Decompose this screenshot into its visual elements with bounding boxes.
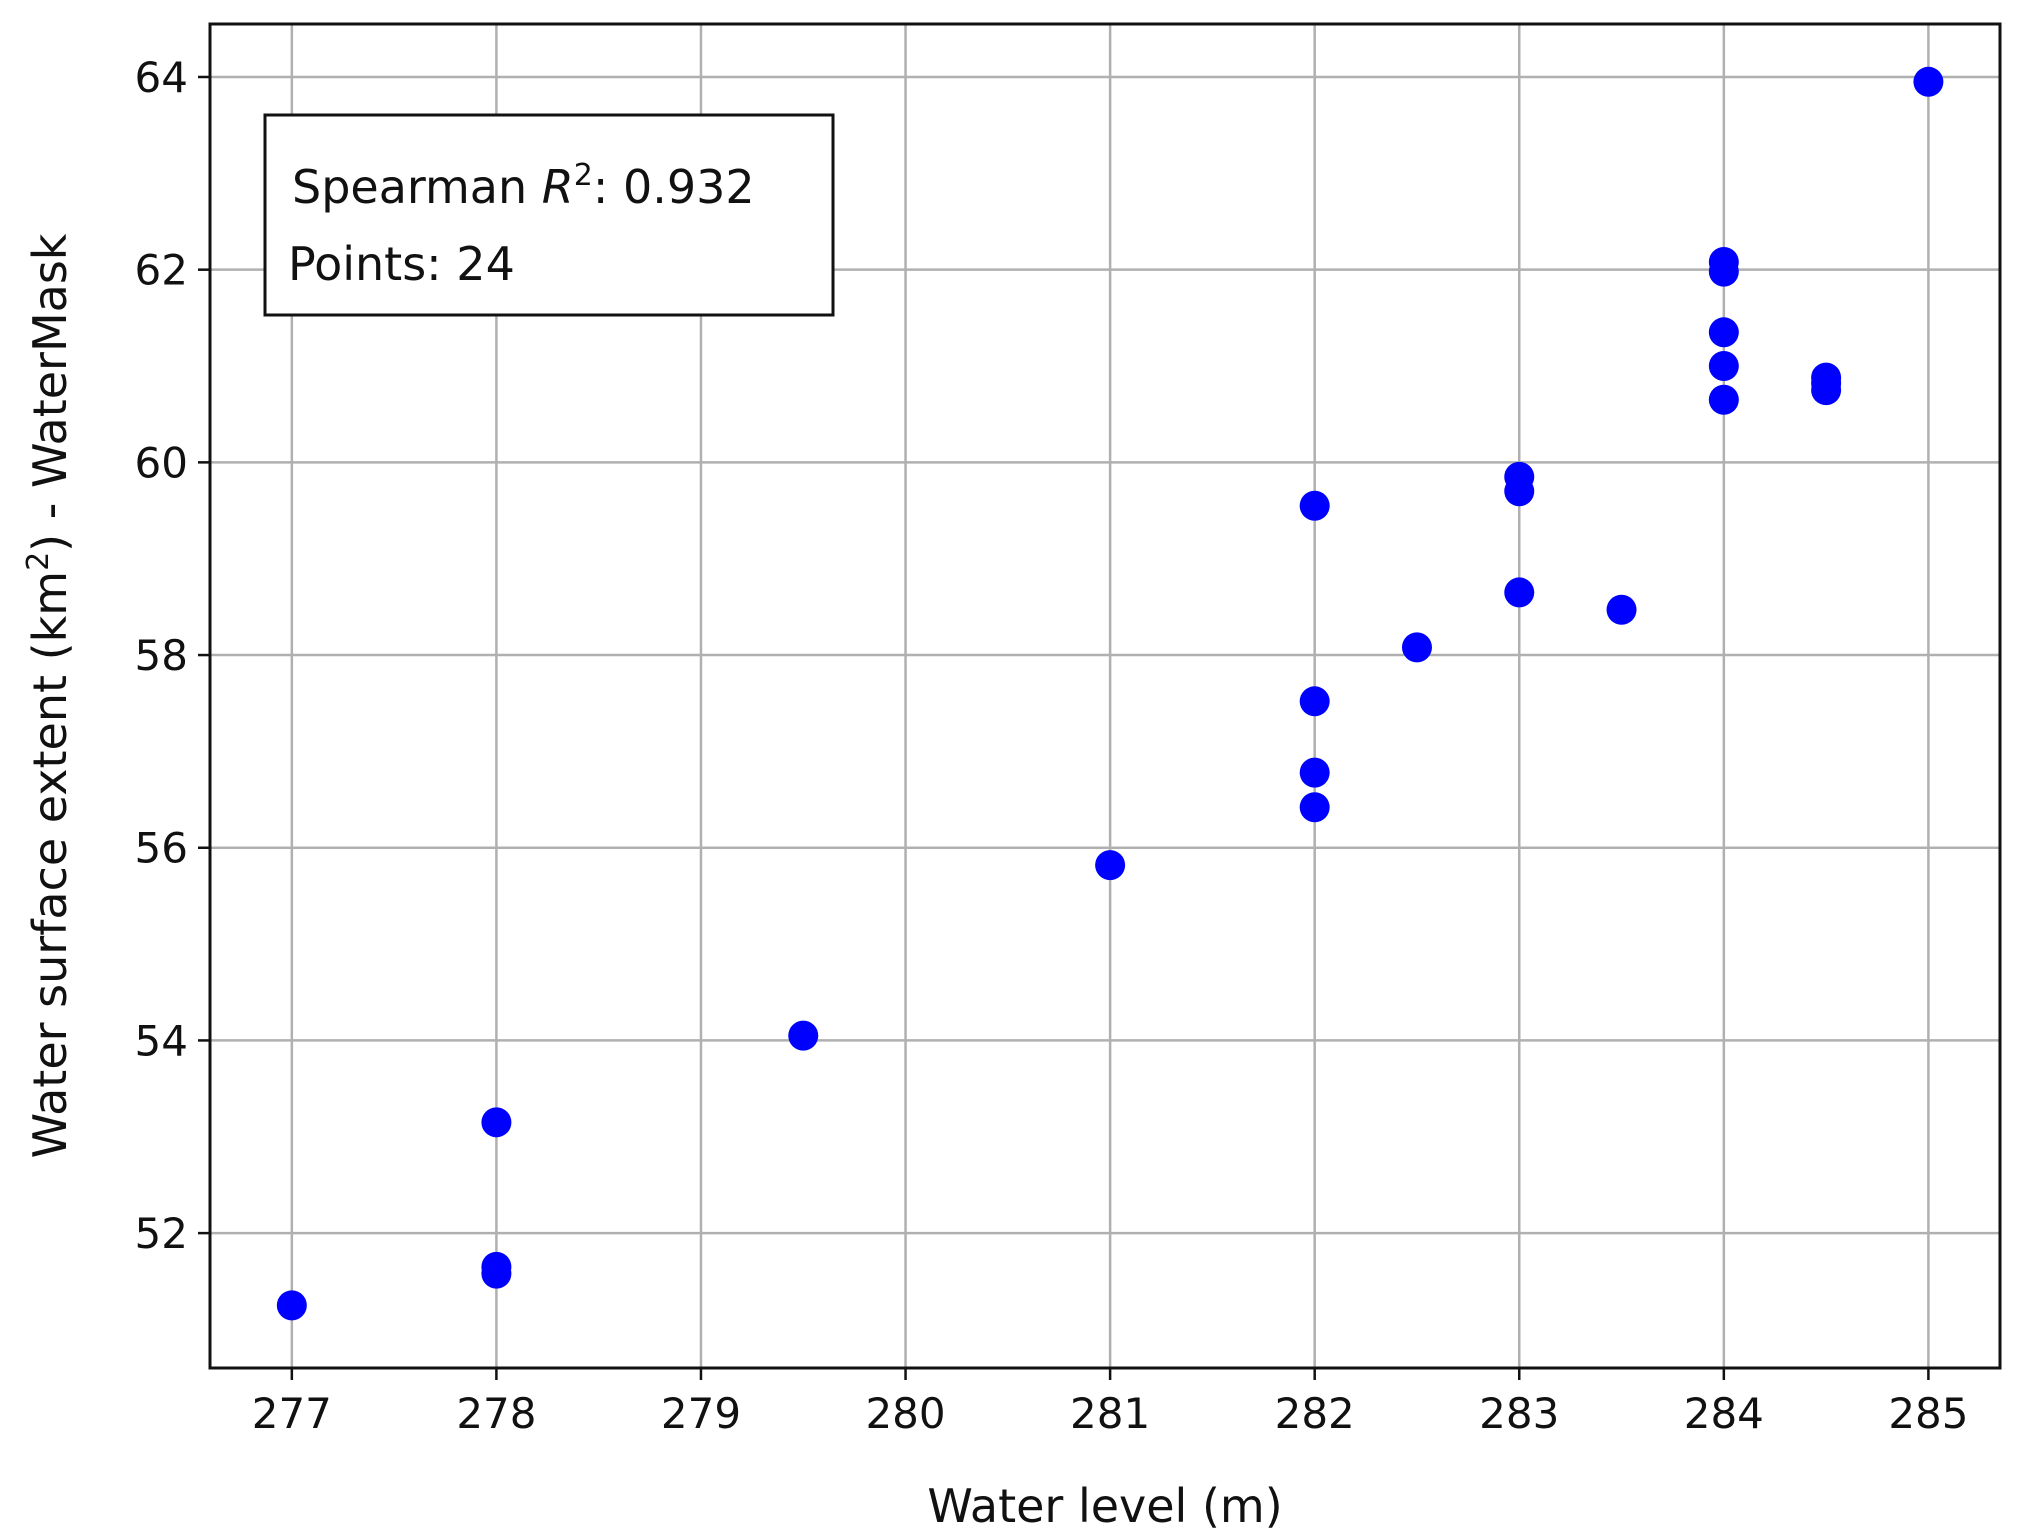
data-point (1504, 577, 1535, 608)
axis-ticks: 277 278 279 280 281 282 283 284 285 52 54 56 58 60 62 6… (135, 53, 1969, 1438)
x-tick-label: 284 (1684, 1389, 1764, 1438)
data-points (276, 66, 1944, 1321)
x-tick-label: 281 (1070, 1389, 1150, 1438)
spearman-r-symbol: R (542, 160, 574, 214)
data-point (1401, 632, 1432, 663)
x-tick-label: 279 (661, 1389, 741, 1438)
spearman-r2-text: Spearman R2: 0.932 (292, 158, 755, 214)
data-point (276, 1290, 307, 1321)
data-point (788, 1020, 819, 1051)
x-tick-label: 280 (865, 1389, 945, 1438)
y-axis-label: Water surface extent (km2) - WaterMask (21, 233, 77, 1158)
data-point (1299, 490, 1330, 521)
spearman-r-superscript: 2 (574, 158, 593, 193)
y-tick-label: 62 (135, 246, 188, 295)
x-axis-label: Water level (m) (927, 1479, 1282, 1533)
x-tick-label: 285 (1888, 1389, 1968, 1438)
y-tick-label: 54 (135, 1016, 188, 1065)
data-point (1606, 594, 1637, 625)
data-point (1095, 850, 1126, 881)
data-point (1708, 256, 1739, 287)
x-tick-label: 278 (456, 1389, 536, 1438)
y-axis-label-superscript: 2 (21, 552, 56, 571)
spearman-prefix: Spearman (292, 160, 542, 214)
data-point (1708, 384, 1739, 415)
y-tick-label: 64 (135, 53, 188, 102)
annotation-frame (263, 113, 835, 317)
y-tick-label: 60 (135, 438, 188, 487)
data-point (481, 1107, 512, 1138)
x-tick-label: 277 (252, 1389, 332, 1438)
data-point (481, 1258, 512, 1289)
y-tick-label: 58 (135, 631, 188, 680)
y-tick-label: 52 (135, 1209, 188, 1258)
data-point (1299, 757, 1330, 788)
data-point (1913, 66, 1944, 97)
stats-annotation-box: Spearman R2: 0.932 Points: 24 (263, 113, 835, 317)
y-tick-label: 56 (135, 824, 188, 873)
points-count-text: Points: 24 (288, 237, 515, 291)
data-point (1504, 476, 1535, 507)
data-point (1299, 686, 1330, 717)
plot-frame (208, 22, 2002, 1370)
data-point (1811, 375, 1842, 406)
y-axis-label-rest: ) - WaterMask (23, 233, 77, 552)
x-tick-label: 283 (1479, 1389, 1559, 1438)
spearman-value: : 0.932 (593, 160, 755, 214)
data-point (1708, 351, 1739, 382)
data-point (1708, 317, 1739, 348)
data-point (1299, 792, 1330, 823)
y-axis-label-main: Water surface extent (km (23, 571, 77, 1159)
x-tick-label: 282 (1275, 1389, 1355, 1438)
